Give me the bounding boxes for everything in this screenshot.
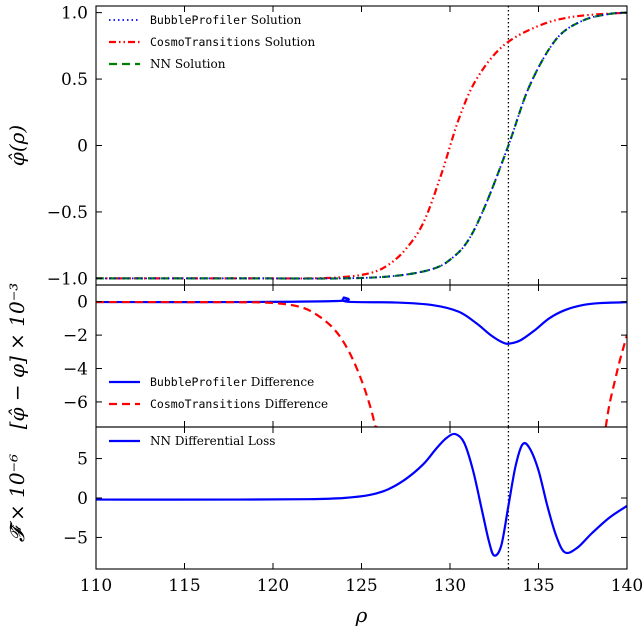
series-line-top-2: [96, 11, 627, 280]
xtick-label: 125: [345, 576, 377, 596]
axes-frame-bottom: [95, 426, 628, 570]
plot-area-bottom: [96, 427, 627, 569]
xtick-label: 135: [522, 576, 554, 596]
text-layer: −1.0 −0.5 0 0.5 1.0 φ̂(ρ) BubbleProfiler Solut…: [5, 4, 642, 627]
ytick-label: 0: [77, 293, 88, 313]
xlabel: ρ: [355, 603, 368, 627]
ytick-label: −0.5: [47, 203, 88, 223]
ytick-label: 1.0: [61, 4, 88, 24]
series-layer: [96, 6, 627, 569]
xtick-label: 140: [611, 576, 642, 596]
series-line-middle-1: [96, 300, 379, 427]
ytick-label: −5: [63, 528, 88, 548]
legend-label-top-1: CosmoTransitions Solution: [150, 35, 315, 49]
legend-label-bottom-0: NN Differential Loss: [150, 434, 275, 448]
ytick-label: 0: [77, 137, 88, 157]
ylabel-top: φ̂(ρ): [5, 125, 29, 166]
ylabel-middle: [φ̂ − φ] × 10⁻³: [5, 283, 29, 430]
legend-label-top-2: NN Solution: [150, 57, 226, 71]
ytick-label: −4: [63, 360, 88, 380]
legend-label-middle-0: BubbleProfiler Difference: [150, 375, 314, 389]
ytick-label: −2: [63, 326, 88, 346]
series-line-middle-1-part2: [604, 334, 627, 427]
ytick-label: 5: [77, 450, 88, 470]
xtick-label: 120: [257, 576, 289, 596]
ytick-label: 0.5: [61, 70, 88, 90]
axes-layer: [95, 5, 628, 570]
xtick-label: 115: [168, 576, 200, 596]
legend-label-top-0: BubbleProfiler Solution: [150, 13, 302, 27]
series-line-middle-0: [96, 296, 627, 345]
series-line-top-0: [96, 11, 627, 280]
ylabel-bottom: 𝓕̂ × 10⁻⁶: [5, 454, 29, 542]
xtick-label: 110: [80, 576, 112, 596]
series-line-bottom-0: [96, 432, 627, 557]
plot-area-top: [96, 6, 627, 285]
ytick-label: 0: [77, 489, 88, 509]
legend-label-middle-1: CosmoTransitions Difference: [150, 397, 328, 411]
plot-area-middle: [96, 285, 627, 427]
ytick-label: −6: [63, 393, 88, 413]
xtick-label: 130: [434, 576, 466, 596]
ytick-label: −1.0: [47, 269, 88, 289]
